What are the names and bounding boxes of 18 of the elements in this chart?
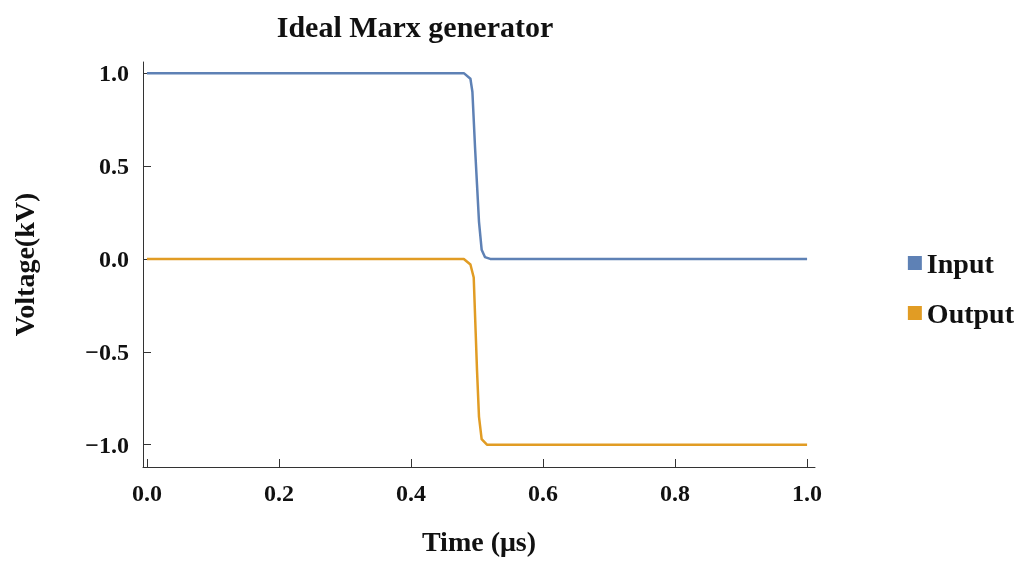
legend-label: Input bbox=[926, 247, 995, 279]
x-tick-label: 1.0 bbox=[792, 480, 823, 506]
x-tick-label: 0.2 bbox=[263, 480, 294, 506]
y-axis-title: Voltage(kV) bbox=[8, 192, 40, 337]
chart-title: Ideal Marx generator bbox=[276, 9, 554, 43]
x-axis-title: Time (μs) bbox=[421, 525, 537, 557]
y-tick-label: 0.5 bbox=[99, 153, 129, 180]
y-tick-label: 1.0 bbox=[99, 60, 129, 87]
x-tick-label: 0.4 bbox=[396, 480, 427, 506]
y-tick-label: −1.0 bbox=[85, 431, 129, 458]
line-series bbox=[145, 71, 809, 261]
x-tick-label: 0.8 bbox=[660, 480, 691, 506]
x-tick-label: 0.0 bbox=[131, 480, 162, 506]
legend-label: Output bbox=[926, 297, 1015, 329]
x-tick-label: 0.6 bbox=[528, 480, 559, 506]
y-tick-label: −0.5 bbox=[85, 338, 129, 365]
line-series bbox=[145, 257, 809, 446]
y-tick-label: 0.0 bbox=[99, 245, 129, 272]
